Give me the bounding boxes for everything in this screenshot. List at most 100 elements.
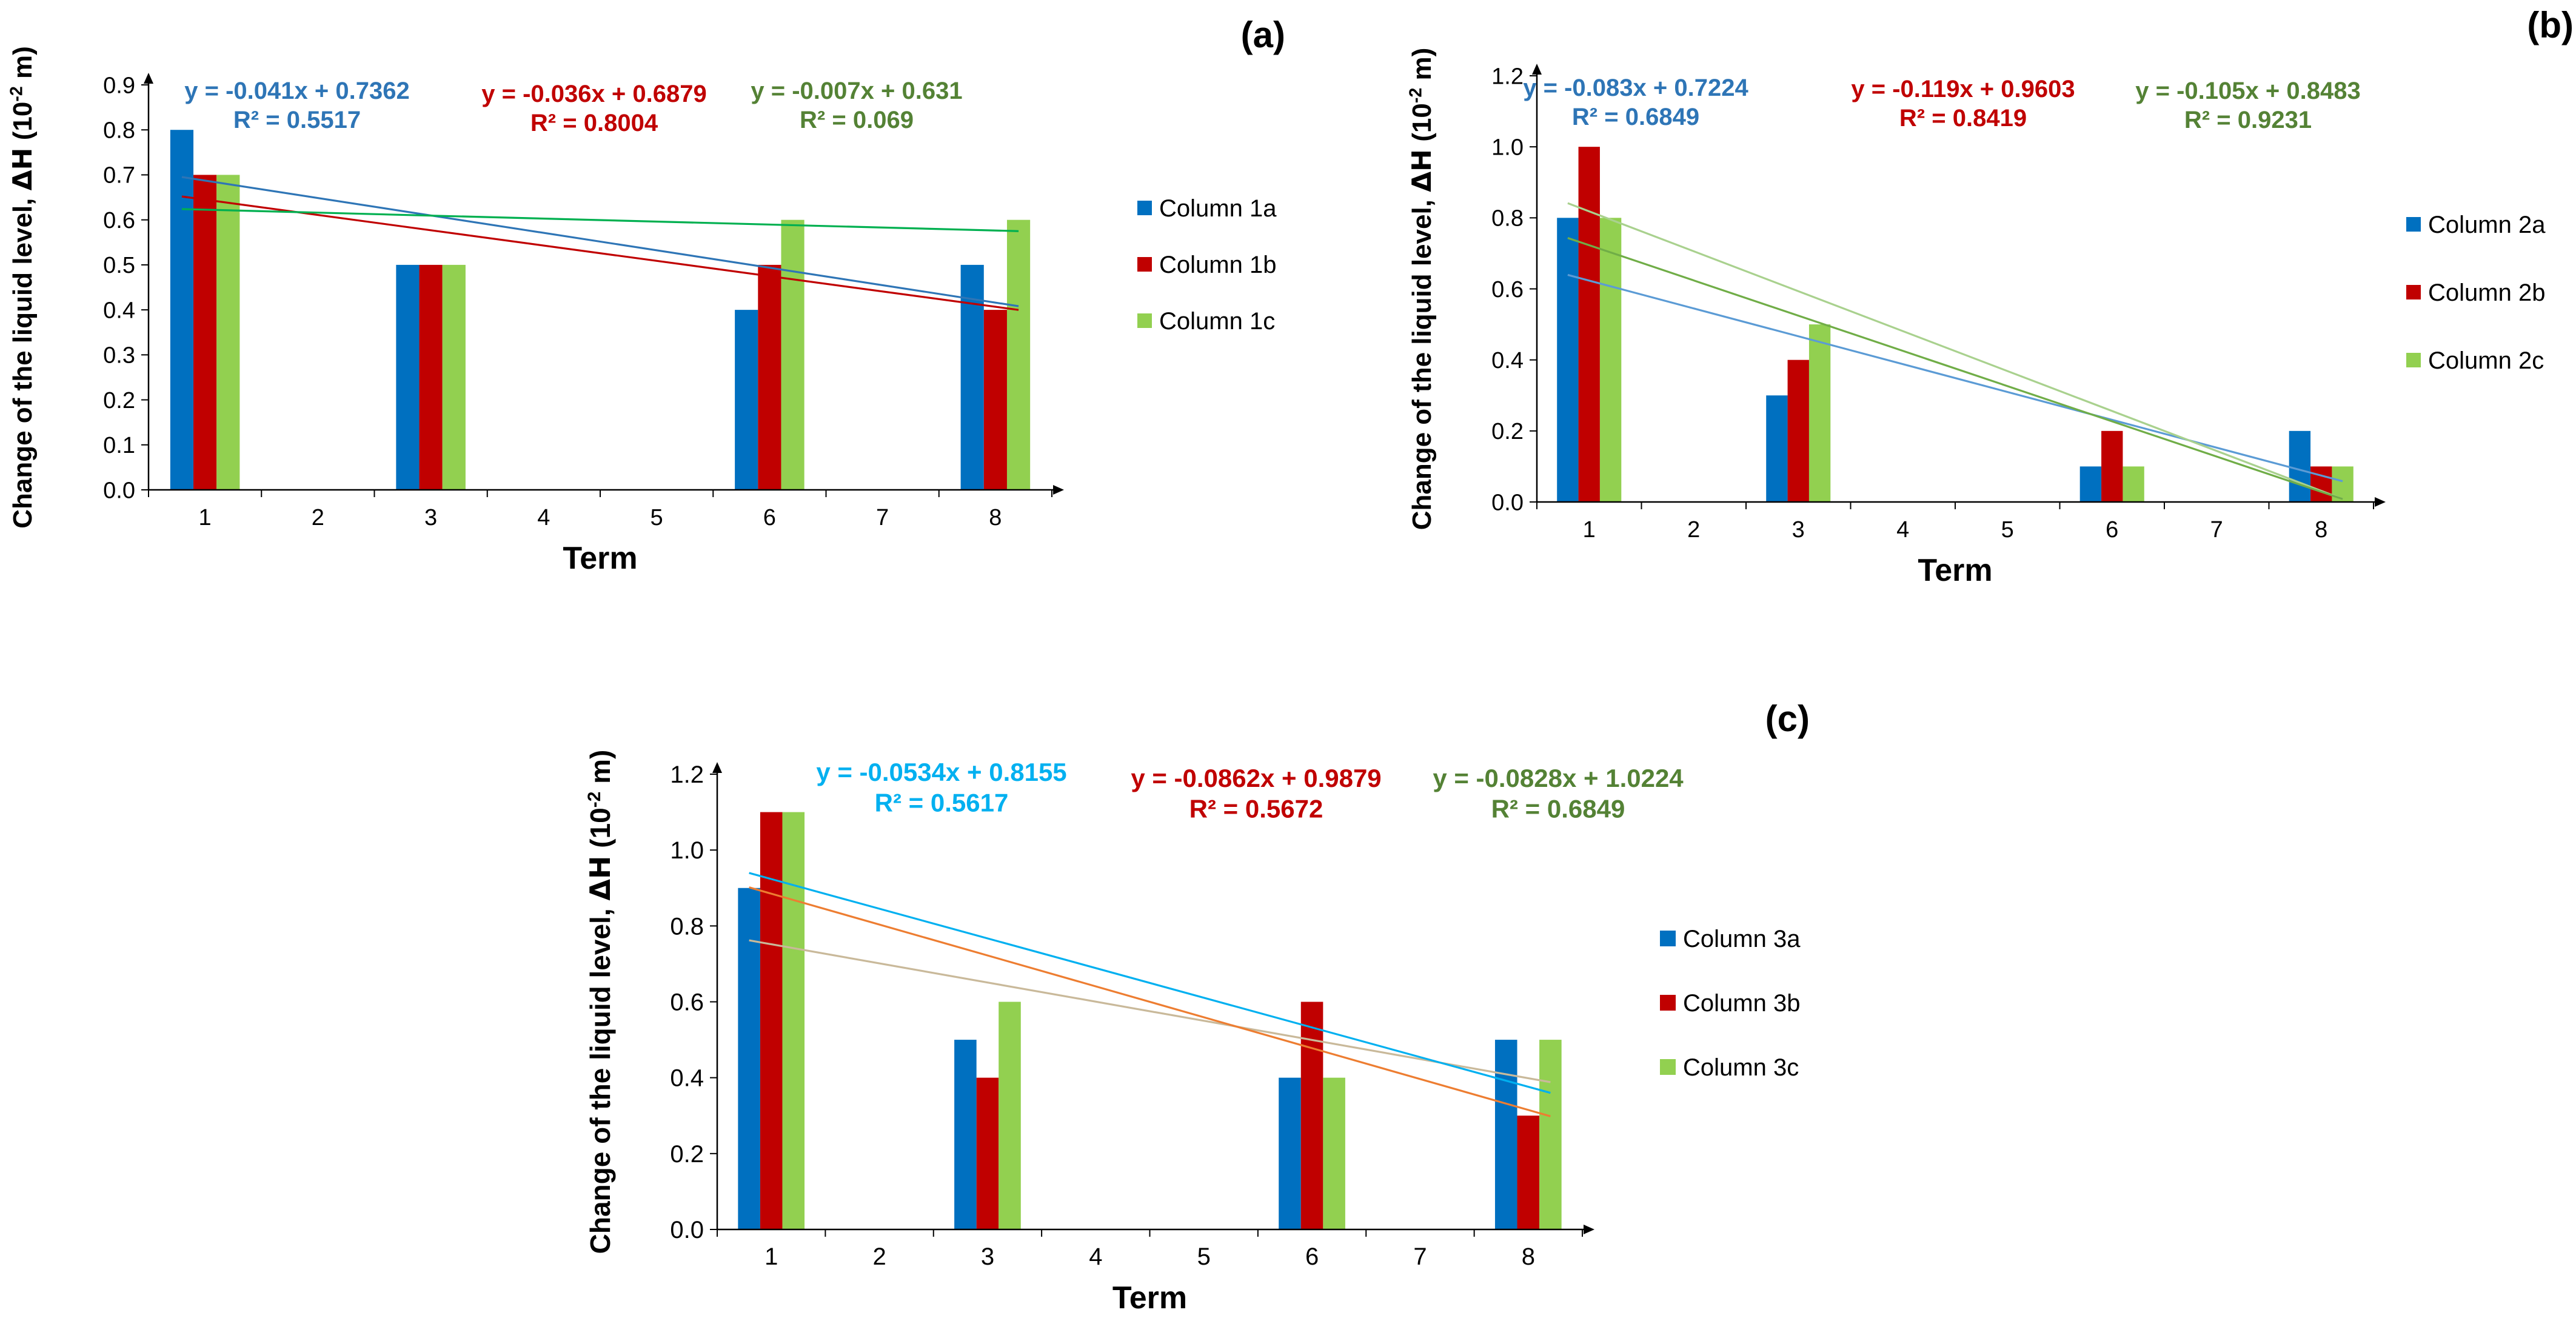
y-axis-arrow bbox=[144, 73, 153, 84]
x-tick-label: 3 bbox=[981, 1243, 994, 1270]
y-tick-label: 0.9 bbox=[103, 73, 135, 98]
bar-column-3a-term-1 bbox=[738, 888, 760, 1229]
legend-entry: Column 1c bbox=[1159, 308, 1275, 335]
y-axis-label-unit: (10 bbox=[584, 808, 616, 855]
trendline-column-3a bbox=[749, 939, 1551, 1083]
x-tick-label: 4 bbox=[537, 505, 550, 530]
y-axis-label: Change of the liquid level, ΔH (10-2 m) bbox=[584, 750, 617, 1254]
x-tick-label: 8 bbox=[1522, 1243, 1535, 1270]
trendline-column-1b bbox=[181, 195, 1019, 311]
y-tick-label: 0.7 bbox=[103, 163, 135, 189]
trend-r-squared: R² = 0.6849 bbox=[1491, 794, 1625, 823]
trend-r-squared: R² = 0.5517 bbox=[233, 107, 361, 133]
trendline-column-3c bbox=[749, 872, 1551, 1094]
x-tick-label: 8 bbox=[2315, 517, 2327, 543]
bar-column-2a-term-1 bbox=[1557, 218, 1579, 502]
x-tick-label: 5 bbox=[2001, 517, 2014, 543]
bar-column-3c-term-1 bbox=[782, 812, 805, 1229]
trend-r-squared: R² = 0.8004 bbox=[530, 110, 658, 136]
chart-panel-1: 0.0 0.2 0.4 0.6 0.8 1.0 1.2 1 2 3 4 5 6 7 8 Term Change … bbox=[1407, 5, 2574, 588]
y-tick-label: 0.8 bbox=[1491, 206, 1524, 232]
x-axis-label: Term bbox=[563, 541, 637, 576]
y-axis-label: Change of the liquid level, ΔH (10-2 m) bbox=[7, 46, 38, 529]
bar-column-1b-term-6 bbox=[758, 264, 781, 490]
legend-swatch bbox=[1137, 201, 1152, 215]
legend-entry: Column 2c bbox=[2428, 347, 2544, 374]
y-tick-label: 0.6 bbox=[103, 208, 135, 233]
bar-column-2c-term-3 bbox=[1808, 324, 1831, 502]
bar-column-2b-term-3 bbox=[1787, 360, 1809, 502]
x-tick-label: 5 bbox=[1197, 1243, 1211, 1270]
chart-panel-2: 0.0 0.2 0.4 0.6 0.8 1.0 1.2 1 2 3 4 5 6 7 8 Term Change … bbox=[584, 698, 1810, 1316]
legend-swatch bbox=[2406, 285, 2421, 299]
y-tick-label: 1.0 bbox=[670, 837, 704, 864]
trend-r-squared: R² = 0.9231 bbox=[2184, 107, 2312, 133]
legend-swatch bbox=[1660, 995, 1676, 1011]
bar-column-3b-term-6 bbox=[1300, 1002, 1323, 1229]
bar-column-3a-term-3 bbox=[954, 1040, 977, 1229]
trend-equation: y = -0.041x + 0.7362 bbox=[184, 78, 409, 104]
y-tick-label: 0.1 bbox=[103, 433, 135, 458]
bar-column-2b-term-8 bbox=[2310, 466, 2332, 502]
y-axis-arrow bbox=[1532, 64, 1542, 75]
legend-entry: Column 2b bbox=[2428, 279, 2545, 306]
x-axis-label: Term bbox=[1112, 1280, 1187, 1316]
x-axis-label: Term bbox=[1918, 553, 1992, 588]
x-tick-label: 6 bbox=[763, 505, 776, 530]
legend-entry: Column 3a bbox=[1683, 926, 1801, 952]
bar-column-2a-term-3 bbox=[1766, 395, 1788, 502]
y-axis-label-unit: (10 bbox=[1407, 103, 1437, 149]
y-axis-label-delta: ΔH bbox=[1407, 149, 1437, 192]
y-tick-label: 0.6 bbox=[670, 989, 704, 1016]
x-tick-label: 7 bbox=[2210, 517, 2223, 543]
y-tick-label: 1.0 bbox=[1491, 135, 1524, 160]
bar-column-1b-term-1 bbox=[193, 175, 217, 490]
x-tick-label: 6 bbox=[1305, 1243, 1319, 1270]
trendline-column-1a bbox=[181, 176, 1019, 307]
x-tick-label: 7 bbox=[1413, 1243, 1427, 1270]
bar-column-3a-term-8 bbox=[1494, 1040, 1517, 1229]
bar-column-2a-term-8 bbox=[2289, 430, 2311, 502]
y-axis-label-unit-end: m) bbox=[8, 46, 38, 86]
y-axis-label-unit-end: m) bbox=[584, 750, 616, 792]
legend-entry: Column 3b bbox=[1683, 990, 1800, 1017]
trend-equation: y = -0.0862x + 0.9879 bbox=[1131, 764, 1381, 792]
y-axis-label-text: Change of the liquid level, bbox=[584, 901, 616, 1254]
y-tick-label: 0.4 bbox=[1491, 348, 1524, 373]
bar-column-1c-term-8 bbox=[1006, 219, 1031, 490]
x-tick-label: 6 bbox=[2106, 517, 2118, 543]
trend-equation: y = -0.0534x + 0.8155 bbox=[816, 758, 1066, 786]
bar-column-1a-term-6 bbox=[735, 310, 758, 490]
y-tick-label: 0.2 bbox=[670, 1141, 704, 1168]
trend-r-squared: R² = 0.6849 bbox=[1572, 104, 1699, 130]
bar-column-3c-term-8 bbox=[1539, 1040, 1562, 1229]
y-axis-label-delta: ΔH bbox=[7, 147, 38, 190]
trendline-column-2c bbox=[1567, 237, 2343, 500]
bar-column-2c-term-1 bbox=[1599, 218, 1622, 502]
legend-swatch bbox=[1660, 931, 1676, 946]
trendline-column-2b bbox=[1567, 202, 2343, 500]
x-tick-label: 2 bbox=[872, 1243, 886, 1270]
panel-label: (c) bbox=[1765, 698, 1810, 739]
bar-column-1a-term-3 bbox=[396, 264, 420, 490]
bar-column-2c-term-6 bbox=[2123, 466, 2144, 502]
x-tick-label: 3 bbox=[1792, 517, 1805, 543]
y-tick-label: 0.2 bbox=[1491, 419, 1524, 444]
bar-column-3a-term-6 bbox=[1279, 1077, 1301, 1229]
y-axis-label-text: Change of the liquid level, bbox=[1407, 192, 1437, 530]
y-tick-label: 0.2 bbox=[103, 388, 135, 413]
y-tick-label: 0.4 bbox=[670, 1065, 704, 1092]
x-axis-arrow bbox=[1584, 1225, 1594, 1234]
y-tick-label: 1.2 bbox=[670, 761, 704, 788]
y-axis-label-delta: ΔH bbox=[584, 856, 617, 901]
trend-equation: y = -0.007x + 0.631 bbox=[751, 78, 962, 104]
y-tick-label: 0.6 bbox=[1491, 277, 1524, 303]
bar-column-3c-term-3 bbox=[999, 1002, 1021, 1229]
x-tick-label: 1 bbox=[199, 505, 212, 530]
legend-entry: Column 1a bbox=[1159, 195, 1277, 222]
bar-column-3c-term-6 bbox=[1323, 1077, 1345, 1229]
trend-r-squared: R² = 0.5672 bbox=[1189, 794, 1323, 823]
bar-column-3b-term-3 bbox=[976, 1077, 999, 1229]
y-tick-label: 0.4 bbox=[103, 298, 135, 323]
